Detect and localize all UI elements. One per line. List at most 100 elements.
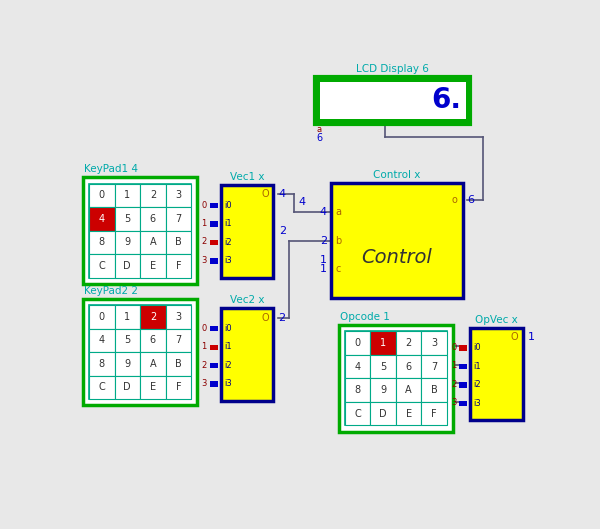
Text: i3: i3 <box>224 379 232 388</box>
Bar <box>166 207 191 231</box>
Text: F: F <box>176 382 181 393</box>
Bar <box>344 355 370 378</box>
Text: D: D <box>379 408 387 418</box>
Text: Opcode 1: Opcode 1 <box>340 312 390 322</box>
Bar <box>396 332 421 355</box>
Bar <box>396 378 421 402</box>
Text: 7: 7 <box>175 214 182 224</box>
Bar <box>140 376 166 399</box>
Text: i0: i0 <box>224 200 232 209</box>
Text: 5: 5 <box>124 214 130 224</box>
Text: a: a <box>335 207 341 217</box>
Text: 4: 4 <box>299 197 305 207</box>
Bar <box>83 177 197 284</box>
Text: i1: i1 <box>224 219 232 228</box>
Text: 1: 1 <box>202 342 207 351</box>
Bar <box>115 352 140 376</box>
Text: 2: 2 <box>320 235 327 245</box>
Text: c: c <box>335 264 341 275</box>
Text: B: B <box>431 385 437 395</box>
Text: Control: Control <box>361 249 432 267</box>
Text: E: E <box>150 382 156 393</box>
Bar <box>166 231 191 254</box>
Bar <box>115 329 140 352</box>
Bar <box>89 184 115 207</box>
Text: 2: 2 <box>278 313 285 323</box>
Bar <box>115 254 140 278</box>
Bar <box>210 381 218 387</box>
Text: F: F <box>176 261 181 271</box>
Text: OpVec x: OpVec x <box>475 315 518 324</box>
Bar <box>140 254 166 278</box>
Text: 8: 8 <box>355 385 361 395</box>
Text: i2: i2 <box>224 238 232 247</box>
Text: 0: 0 <box>98 312 105 322</box>
Bar <box>140 184 166 207</box>
Text: 1: 1 <box>451 361 457 370</box>
Text: O: O <box>511 332 518 342</box>
Bar <box>221 308 274 401</box>
Bar <box>89 207 115 231</box>
Text: 1: 1 <box>320 264 327 275</box>
Bar <box>344 402 370 425</box>
Text: E: E <box>406 408 412 418</box>
Text: i2: i2 <box>473 380 481 389</box>
Bar <box>221 185 274 278</box>
Text: 1: 1 <box>124 312 130 322</box>
Bar <box>140 329 166 352</box>
Text: 4: 4 <box>98 214 105 224</box>
Text: 4: 4 <box>98 335 105 345</box>
Bar <box>396 355 421 378</box>
Bar <box>210 326 218 332</box>
Text: 6.: 6. <box>431 86 461 114</box>
Text: 8: 8 <box>98 359 105 369</box>
Bar <box>370 355 396 378</box>
Bar <box>89 305 191 399</box>
Bar <box>421 402 447 425</box>
Bar <box>166 376 191 399</box>
Text: F: F <box>431 408 437 418</box>
Text: 0: 0 <box>202 324 207 333</box>
Bar <box>89 184 191 278</box>
Text: 5: 5 <box>380 362 386 372</box>
Text: 2: 2 <box>451 380 457 389</box>
Text: E: E <box>150 261 156 271</box>
Text: 2: 2 <box>280 226 287 236</box>
Bar <box>210 363 218 368</box>
Bar <box>89 376 115 399</box>
Text: 6: 6 <box>150 214 156 224</box>
Bar <box>315 77 470 124</box>
Text: 0: 0 <box>98 190 105 200</box>
Bar <box>89 231 115 254</box>
Text: 5: 5 <box>124 335 130 345</box>
Bar <box>140 231 166 254</box>
Bar <box>140 207 166 231</box>
Bar <box>421 378 447 402</box>
Text: 9: 9 <box>124 238 130 248</box>
Bar <box>89 305 115 329</box>
Bar <box>370 332 396 355</box>
Text: 9: 9 <box>124 359 130 369</box>
Bar <box>89 329 115 352</box>
Bar <box>370 378 396 402</box>
Text: b: b <box>335 235 341 245</box>
Text: Control x: Control x <box>373 170 421 180</box>
Bar <box>460 345 467 351</box>
Text: o: o <box>452 195 458 205</box>
Text: 1: 1 <box>124 190 130 200</box>
Text: KeyPad1 4: KeyPad1 4 <box>84 165 139 175</box>
Bar <box>344 332 370 355</box>
Text: O: O <box>261 313 269 323</box>
Bar <box>421 332 447 355</box>
Text: B: B <box>175 238 182 248</box>
Bar <box>140 352 166 376</box>
Text: i1: i1 <box>473 362 481 371</box>
Bar <box>210 344 218 350</box>
Text: 0: 0 <box>451 343 457 352</box>
Text: D: D <box>124 261 131 271</box>
Text: C: C <box>98 261 105 271</box>
Text: C: C <box>354 408 361 418</box>
Text: C: C <box>98 382 105 393</box>
Text: 1: 1 <box>320 255 327 265</box>
Text: 2: 2 <box>150 312 156 322</box>
